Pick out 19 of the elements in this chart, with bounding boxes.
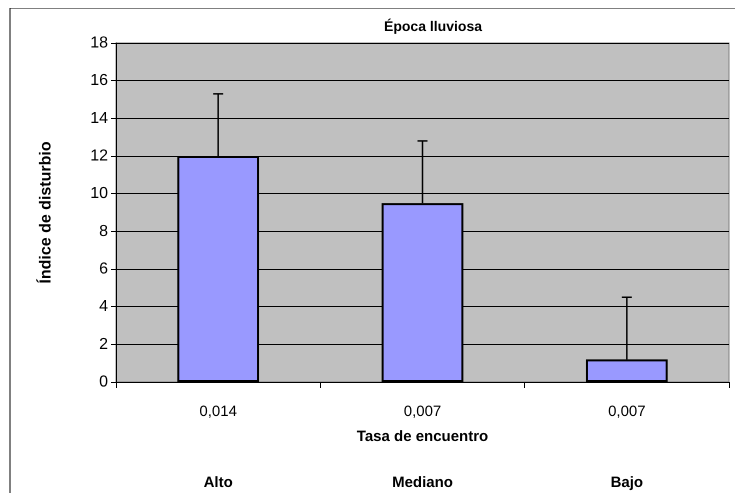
y-tick-label: 14 <box>90 110 108 127</box>
chart-title: Época lluviosa <box>384 18 482 34</box>
y-tick-label: 6 <box>99 260 108 278</box>
y-tick-label: 10 <box>90 185 108 202</box>
text: Bajo <box>610 474 644 491</box>
y-tick-label: 8 <box>99 222 108 240</box>
y-axis-title: Índice de disturbio <box>36 141 54 284</box>
text: Mediano <box>392 474 453 491</box>
x-tick-label: 0,007 <box>404 403 442 420</box>
y-tick-label: 16 <box>90 72 108 90</box>
x-axis-title: Tasa de encuentro <box>356 428 488 445</box>
y-tick-label: 18 <box>90 34 108 52</box>
text: Alto <box>204 474 233 491</box>
x-tick-label: 0,014 <box>199 403 237 420</box>
x-tick-label: 0,007 <box>608 403 646 420</box>
y-tick-label: 0 <box>99 374 108 390</box>
y-tick-label: 2 <box>99 336 108 353</box>
y-tick-label: 12 <box>90 148 108 164</box>
y-tick-label: 4 <box>99 298 108 316</box>
